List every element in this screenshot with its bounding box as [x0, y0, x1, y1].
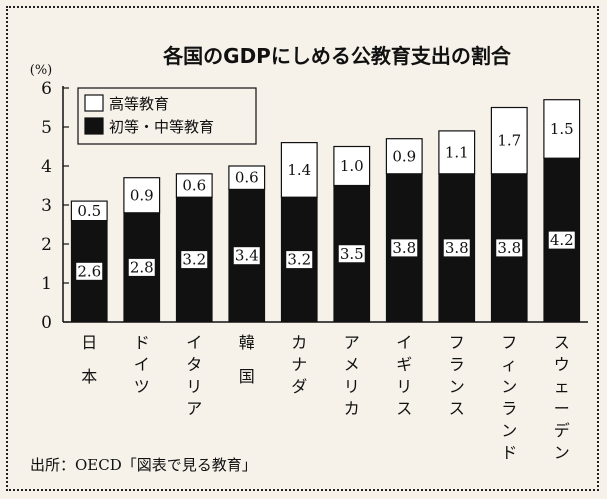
- legend-swatch-higher-education: [84, 94, 104, 112]
- value-label-primary-secondary: 3.2: [182, 251, 206, 269]
- value-label-higher-education: 0.6: [235, 169, 259, 187]
- value-labels: 2.6 0.5 2.8 0.9 3.2 0.6 3.4 0.6 3.2 1.4 3.5 1.0 3.8 0…: [76, 120, 575, 280]
- value-label-primary-secondary: 2.8: [130, 258, 154, 276]
- bar-higher-education: [228, 165, 266, 190]
- bar-higher-education: [280, 142, 318, 198]
- category-label: イタリア: [186, 333, 202, 418]
- legend-label-higher-education: 高等教育: [109, 95, 169, 113]
- value-label-higher-education: 1.1: [445, 143, 469, 161]
- category-label: ドイツ: [134, 333, 150, 396]
- category-label: 日本: [81, 333, 97, 386]
- value-label-background: [286, 251, 313, 269]
- y-tick-label: 2: [41, 235, 52, 255]
- y-tick-label: 4: [41, 157, 52, 177]
- bar-higher-education: [333, 145, 371, 187]
- value-label-primary-secondary: 3.2: [287, 251, 311, 269]
- value-label-primary-secondary: 3.8: [392, 239, 416, 257]
- value-label-higher-education: 0.6: [182, 177, 206, 195]
- y-tick-label: 3: [41, 196, 52, 216]
- legend-label-primary-secondary-education: 初等・中等教育: [109, 118, 214, 136]
- value-label-primary-secondary: 3.5: [340, 245, 364, 263]
- bar-higher-education: [543, 99, 581, 159]
- bar-higher-education: [438, 130, 476, 175]
- value-label-primary-secondary: 2.6: [77, 262, 101, 280]
- category-label: イギリス: [396, 333, 412, 418]
- chart-frame: 各国のGDPにしめる公教育支出の割合 (%) 0 1 2 3 4 5 6 2.6 0.5 2.8…: [6, 6, 599, 491]
- category-label: スウェーデン: [554, 333, 570, 462]
- value-label-background: [233, 247, 260, 265]
- legend: 高等教育 初等・中等教育: [77, 87, 257, 145]
- legend-box: [77, 87, 257, 145]
- value-label-higher-education: 0.9: [130, 186, 154, 204]
- bar-higher-education: [385, 138, 423, 175]
- y-tick-label: 6: [41, 79, 52, 99]
- bar-higher-education: [70, 200, 108, 222]
- y-axis-unit: (%): [30, 63, 53, 78]
- source-note: 出所：OECD「図表で見る教育」: [30, 456, 257, 474]
- category-labels: 日本 ドイツ イタリア 韓国 カナダ アメリカ イギリス フランス フィンランド スウェーデン: [81, 333, 570, 462]
- y-tick-label: 5: [41, 118, 52, 138]
- legend-swatch-primary-secondary-education: [84, 117, 104, 135]
- category-label: 韓国: [239, 333, 255, 386]
- bar-higher-education: [123, 177, 161, 214]
- value-label-higher-education: 1.7: [497, 132, 521, 150]
- value-label-primary-secondary: 3.8: [497, 239, 521, 257]
- value-label-higher-education: 1.4: [287, 161, 311, 179]
- value-label-higher-education: 0.5: [77, 202, 101, 220]
- value-label-higher-education: 0.9: [392, 147, 416, 165]
- value-label-background: [443, 239, 470, 257]
- value-label-background: [338, 245, 365, 263]
- category-label: カナダ: [291, 333, 307, 396]
- value-label-primary-secondary: 4.2: [550, 231, 574, 249]
- chart: 各国のGDPにしめる公教育支出の割合 (%) 0 1 2 3 4 5 6 2.6 0.5 2.8…: [30, 44, 588, 474]
- category-label: アメリカ: [344, 333, 360, 418]
- category-label: フランス: [449, 333, 465, 418]
- value-label-background: [496, 239, 523, 257]
- y-tick-label: 0: [41, 313, 52, 333]
- value-label-higher-education: 1.0: [340, 157, 364, 175]
- chart-title: 各国のGDPにしめる公教育支出の割合: [162, 44, 512, 68]
- value-label-background: [181, 251, 208, 269]
- value-label-background: [391, 239, 418, 257]
- bar-higher-education: [490, 106, 528, 175]
- value-label-higher-education: 1.5: [550, 120, 574, 138]
- y-tick-label: 1: [41, 274, 52, 294]
- value-label-background: [548, 231, 575, 249]
- category-label: フィンランド: [501, 333, 517, 462]
- value-label-primary-secondary: 3.4: [235, 247, 259, 265]
- value-label-background: [128, 258, 155, 276]
- bar-higher-education: [175, 173, 213, 198]
- value-label-primary-secondary: 3.8: [445, 239, 469, 257]
- value-label-background: [76, 262, 103, 280]
